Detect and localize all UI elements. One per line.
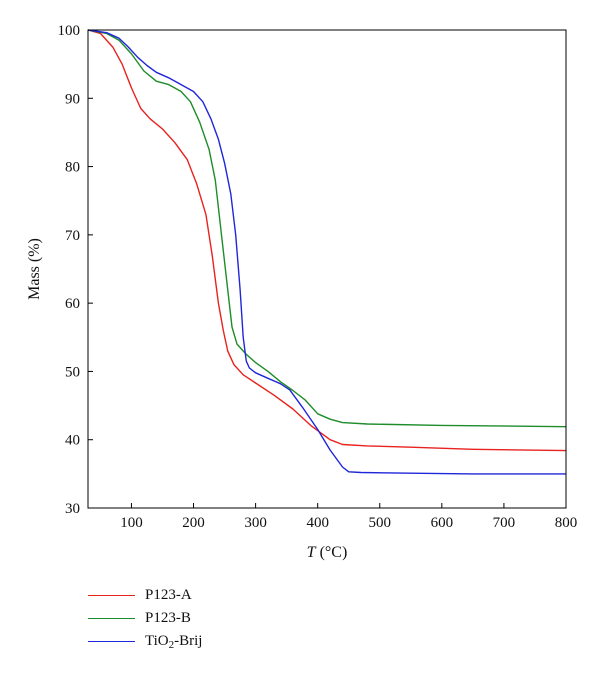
series-line-2 [87,29,566,475]
y-tick-label: 40 [65,433,80,449]
x-axis-title: T (°C) [307,544,348,561]
y-tick-label: 90 [65,91,80,107]
x-tick-label: 500 [369,515,392,531]
y-tick-label: 80 [65,160,80,176]
y-tick-label: 100 [58,23,81,39]
x-tick-label: 300 [244,515,267,531]
plot-frame [87,29,567,509]
legend-swatch-p123-b [88,618,135,619]
legend-label-p123-a: P123-A [145,587,192,603]
legend-item-p123-b: P123-B [88,607,202,630]
x-tick-label: 700 [493,515,516,531]
x-tick-label: 800 [555,515,578,531]
y-tick-label: 50 [65,364,80,380]
tga-chart: 100 200 300 400 500 600 700 800 30 40 50 60 70 80 90 10… [26,23,578,561]
series-line-0 [87,29,567,452]
x-tick-label: 200 [182,515,205,531]
legend-item-p123-a: P123-A [88,584,202,607]
legend-label-tio2-brij: TiO2-Brij [145,632,203,651]
series-line-1 [87,29,567,428]
x-tick-label: 400 [306,515,329,531]
x-tick-label: 600 [431,515,454,531]
legend-item-tio2-brij: TiO2-Brij [88,630,202,653]
y-tick-label: 60 [65,296,80,312]
legend-swatch-tio2-brij [88,641,135,642]
legend-swatch-p123-a [88,595,135,596]
y-tick-label: 70 [65,228,80,244]
x-tick-label: 100 [120,515,143,531]
legend: P123-A P123-B TiO2-Brij [88,584,202,653]
y-axis-title: Mass (%) [26,238,43,300]
y-tick-label: 30 [65,501,80,517]
legend-label-p123-b: P123-B [145,610,191,626]
